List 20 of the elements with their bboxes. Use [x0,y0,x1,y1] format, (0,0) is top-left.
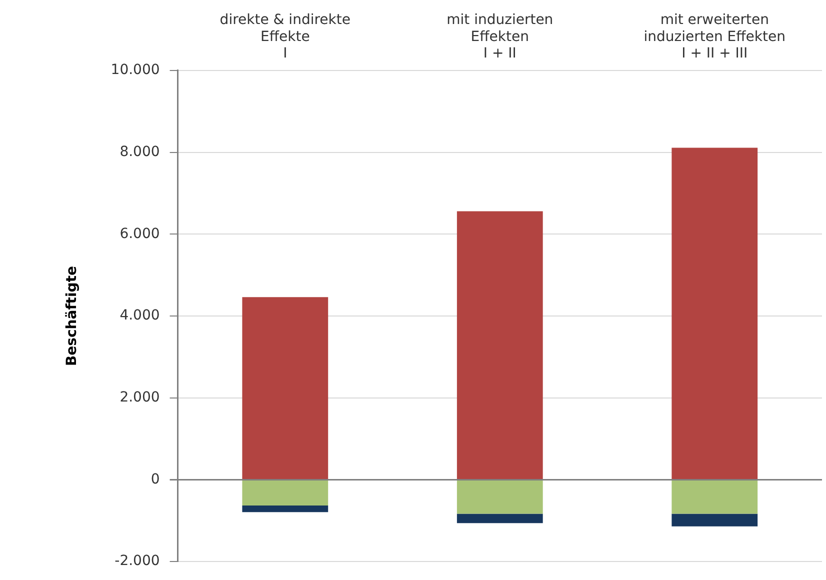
y-tick-label: 2.000 [120,390,160,406]
y-tick-label: 4.000 [120,308,160,324]
bar [672,480,758,514]
x-tick-label: direkte & indirekte Effekte I [220,12,350,62]
bar [456,211,543,479]
bar [242,480,328,506]
x-tick-label: mit induzierten Effekten I + II [446,12,554,62]
y-tick-label: 10.000 [110,62,160,78]
bar [242,506,328,512]
bar [242,297,328,479]
bar [672,514,758,526]
y-tick-label: 6.000 [120,226,160,242]
y-tick-label: -2.000 [114,553,160,570]
bar [672,148,758,479]
x-tick-label: mit erweiterten induzierten Effekten I + II + III [644,12,786,62]
y-axis-title: Beschäftigte [64,266,80,366]
bar [456,480,543,514]
bar [456,514,543,524]
y-tick-label: 0 [150,471,160,488]
y-tick-label: 8.000 [120,144,160,160]
